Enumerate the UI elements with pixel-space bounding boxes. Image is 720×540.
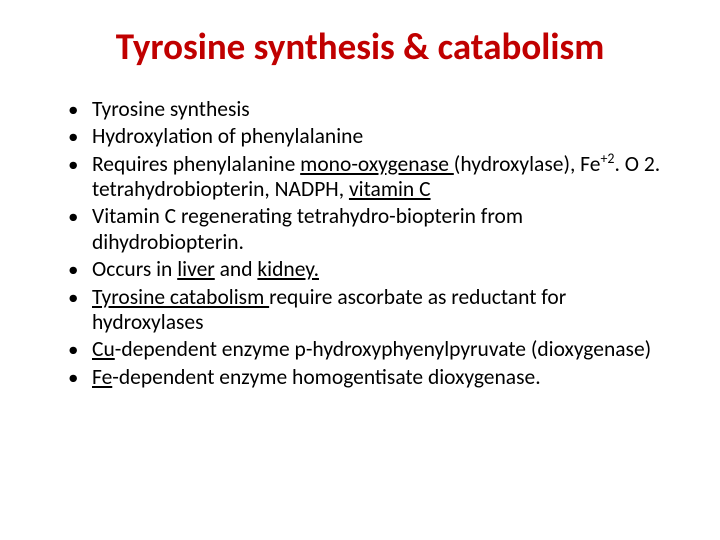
bullet-item: Tyrosine synthesis (68, 97, 670, 122)
bullet-text-segment: Occurs in (92, 256, 177, 282)
bullet-text-segment: vitamin C (349, 176, 431, 202)
bullet-text-segment: -dependent enzyme p-hydroxyphyenylpyruva… (115, 336, 651, 362)
bullet-text-segment: -dependent enzyme homogentisate dioxygen… (112, 364, 540, 390)
bullet-text-segment: Hydroxylation of phenylalanine (92, 123, 363, 149)
bullet-text-segment: Vitamin C regenerating tetrahydro-biopte… (92, 203, 523, 254)
slide-container: Tyrosine synthesis & catabolism Tyrosine… (0, 0, 720, 540)
bullet-text-segment: +2 (600, 150, 614, 167)
bullet-text-segment: mono-oxygenase (300, 151, 454, 177)
bullet-item: Requires phenylalanine mono-oxygenase (h… (68, 152, 670, 203)
bullet-item: Cu-dependent enzyme p-hydroxyphyenylpyru… (68, 337, 670, 362)
bullet-item: Vitamin C regenerating tetrahydro-biopte… (68, 204, 670, 255)
bullet-text-segment: and (215, 256, 258, 282)
bullet-text-segment: Tyrosine catabolism (92, 284, 269, 310)
bullet-item: Fe-dependent enzyme homogentisate dioxyg… (68, 365, 670, 390)
bullet-text-segment: Fe (92, 364, 112, 390)
bullet-text-segment: kidney. (257, 256, 319, 282)
bullet-item: Occurs in liver and kidney. (68, 257, 670, 282)
bullet-text-segment: (hydroxylase), Fe (454, 151, 601, 177)
bullet-list: Tyrosine synthesisHydroxylation of pheny… (50, 97, 670, 390)
bullet-text-segment: Requires phenylalanine (92, 151, 300, 177)
slide-title: Tyrosine synthesis & catabolism (50, 24, 670, 69)
bullet-text-segment: liver (177, 256, 215, 282)
bullet-item: Tyrosine catabolism require ascorbate as… (68, 285, 670, 336)
bullet-item: Hydroxylation of phenylalanine (68, 124, 670, 149)
bullet-text-segment: Tyrosine synthesis (92, 96, 250, 122)
bullet-text-segment: Cu (92, 336, 115, 362)
